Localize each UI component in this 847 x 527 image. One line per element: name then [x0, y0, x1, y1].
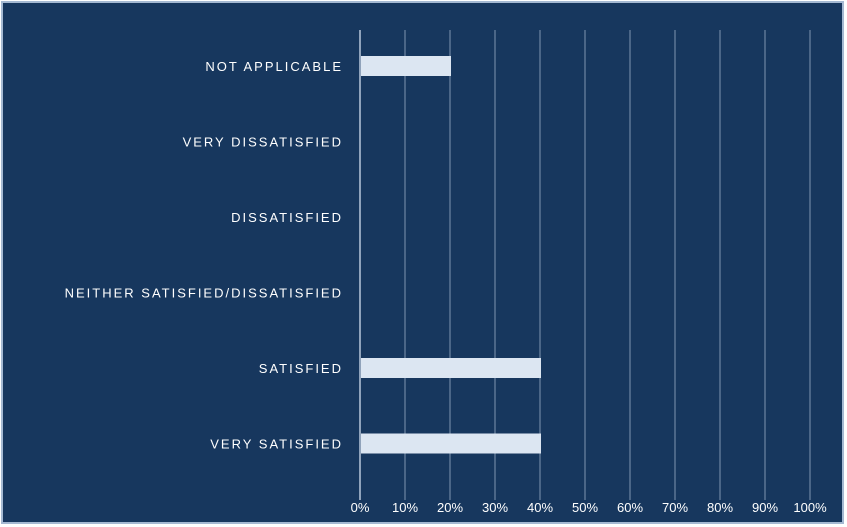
x-tick-label: 60%: [617, 500, 643, 515]
x-tick-label: 20%: [437, 500, 463, 515]
category-labels: NOT APPLICABLE VERY DISSATISFIED DISSATISF…: [65, 59, 343, 452]
x-tick-label: 50%: [572, 500, 598, 515]
x-tick-label: 100%: [793, 500, 827, 515]
category-label: VERY SATISFIED: [210, 437, 343, 452]
x-tick-label: 30%: [482, 500, 508, 515]
bar: [361, 433, 541, 454]
tick-labels: 0% 10% 20% 30% 40% 50% 60% 70% 80% 90% 100%: [351, 500, 827, 515]
x-tick-label: 90%: [752, 500, 778, 515]
x-tick-label: 10%: [392, 500, 418, 515]
bar: [361, 358, 541, 378]
x-tick-label: 0%: [351, 500, 370, 515]
category-label: VERY DISSATISFIED: [183, 135, 343, 150]
bar: [361, 56, 451, 76]
category-label: NEITHER SATISFIED/DISSATISFIED: [65, 286, 343, 301]
x-tick-label: 80%: [707, 500, 733, 515]
category-label: NOT APPLICABLE: [205, 59, 343, 74]
gridlines: [404, 30, 811, 500]
x-tick-label: 40%: [527, 500, 553, 515]
bars: [361, 56, 541, 454]
x-tick-label: 70%: [662, 500, 688, 515]
category-label: SATISFIED: [259, 361, 343, 376]
category-label: DISSATISFIED: [231, 210, 343, 225]
